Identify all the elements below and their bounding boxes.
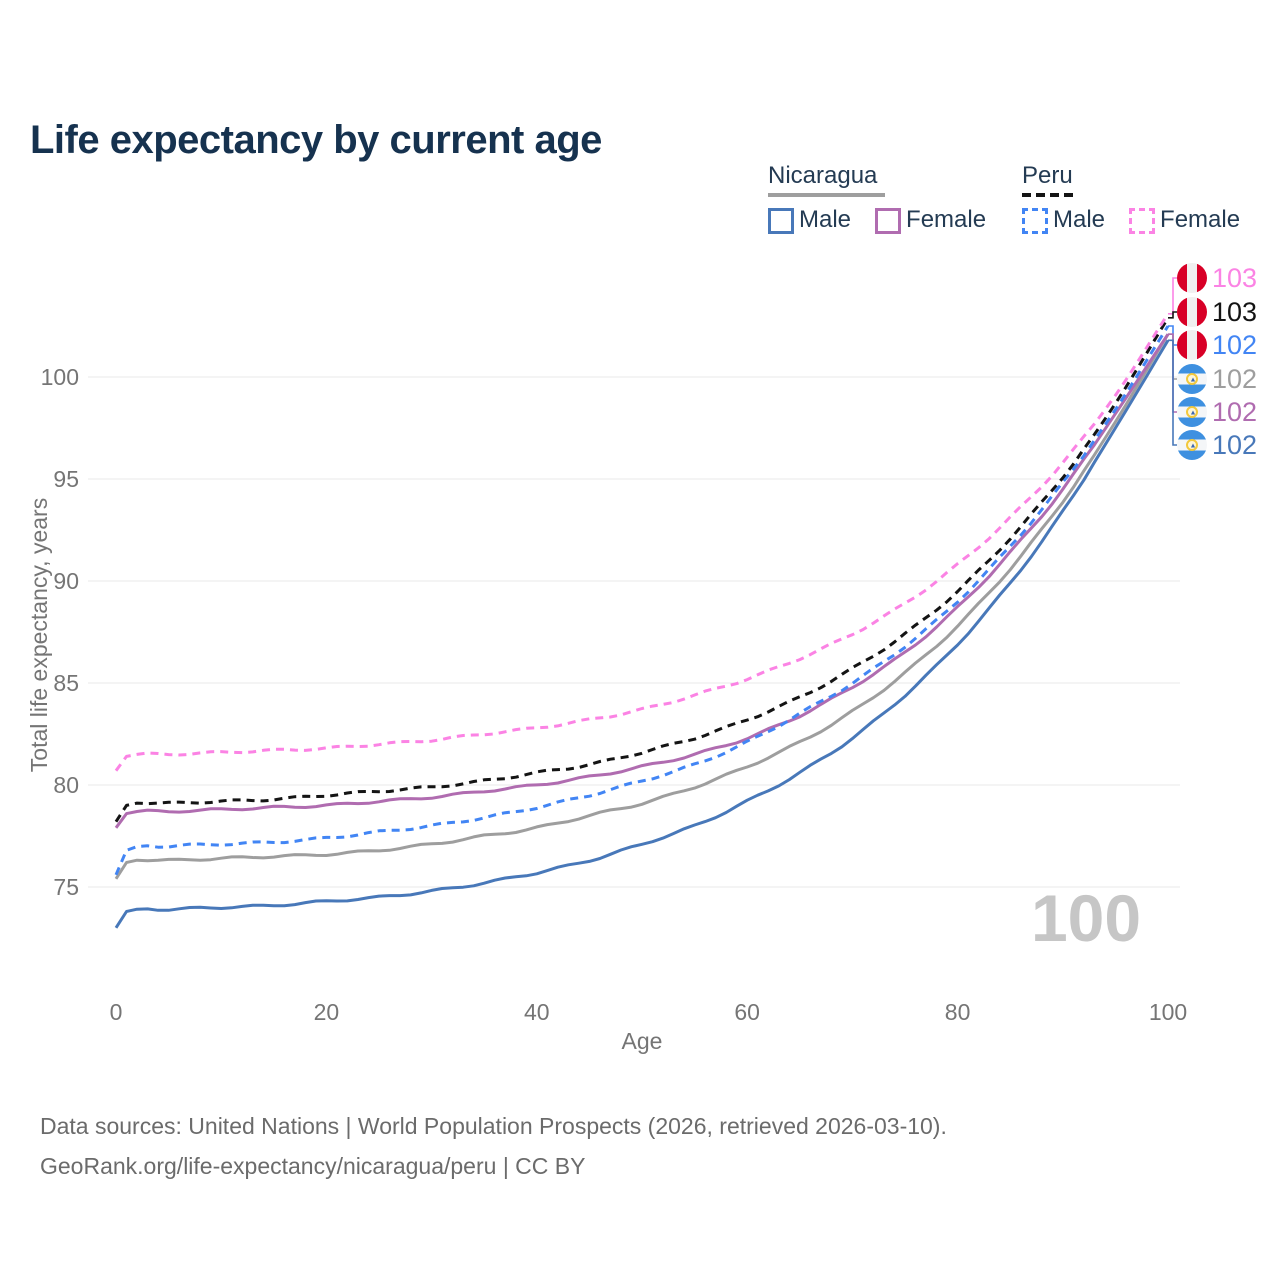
- legend-underline-nicaragua: [768, 193, 885, 198]
- legend-country-peru[interactable]: Peru: [1022, 162, 1073, 189]
- legend-swatch-peru-female[interactable]: [1129, 207, 1156, 234]
- footer-url: GeoRank.org/life-expectancy/nicaragua/pe…: [40, 1153, 586, 1179]
- end-label-leader-peru-female: [1168, 277, 1177, 315]
- x-tick-label: 0: [110, 999, 123, 1025]
- x-tick-label: 60: [734, 999, 760, 1025]
- series-line-peru-all[interactable]: [114, 317, 1170, 823]
- y-axis-title: Total life expectancy, years: [26, 498, 52, 772]
- y-tick-label: 90: [53, 568, 79, 594]
- x-tick-label: 20: [314, 999, 340, 1025]
- x-axis-title: Age: [622, 1028, 663, 1054]
- legend-swatch-nicaragua-male[interactable]: [768, 207, 794, 234]
- age-watermark: 100: [1031, 881, 1141, 955]
- legend-swatch-nicaragua-female[interactable]: [875, 207, 902, 234]
- x-tick-label: 40: [524, 999, 550, 1025]
- y-tick-label: 80: [53, 772, 79, 798]
- x-tick-label: 80: [945, 999, 971, 1025]
- legend-country-nicaragua[interactable]: Nicaragua: [768, 162, 878, 189]
- y-tick-label: 95: [53, 466, 79, 492]
- x-tick-label: 100: [1149, 999, 1187, 1025]
- legend-label-peru-male[interactable]: Male: [1053, 206, 1106, 234]
- legend-label-nicaragua-female[interactable]: Female: [906, 206, 987, 234]
- legend-swatch-peru-male[interactable]: [1022, 207, 1048, 234]
- legend-group-nicaragua: Nicaragua Male Female: [768, 162, 1010, 234]
- series-line-peru-female[interactable]: [114, 312, 1170, 772]
- legend-label-peru-female[interactable]: Female: [1160, 206, 1241, 234]
- legend-group-peru: Peru Male Female: [1022, 162, 1264, 234]
- legend-underline-peru: [1022, 193, 1076, 198]
- page-title: Life expectancy by current age: [30, 117, 602, 162]
- y-tick-label: 75: [53, 874, 79, 900]
- series-line-nicaragua-male[interactable]: [114, 339, 1170, 929]
- series-line-nicaragua-female[interactable]: [114, 333, 1170, 829]
- series-line-nicaragua-all[interactable]: [114, 333, 1170, 880]
- y-tick-label: 85: [53, 670, 79, 696]
- footer-data-sources: Data sources: United Nations | World Pop…: [40, 1113, 947, 1139]
- end-label-leader-nicaragua-male: [1168, 339, 1177, 446]
- series-line-peru-male[interactable]: [114, 325, 1170, 876]
- y-tick-label: 100: [41, 364, 79, 390]
- legend-label-nicaragua-male[interactable]: Male: [799, 206, 852, 234]
- end-label-leader-peru-all: [1168, 311, 1177, 319]
